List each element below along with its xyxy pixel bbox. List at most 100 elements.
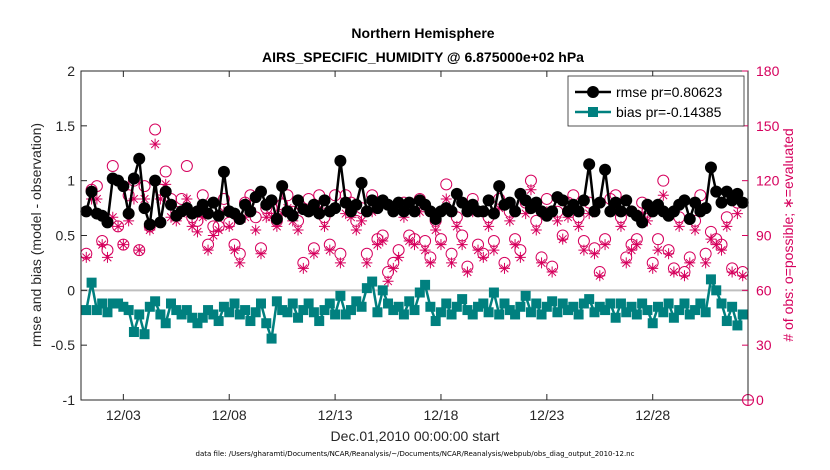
evaluated-obs-point — [403, 235, 415, 247]
bias-point — [483, 307, 494, 318]
rmse-point — [329, 202, 342, 215]
bias-point — [409, 305, 420, 316]
bias-point — [308, 307, 319, 318]
possible-obs-point — [217, 192, 230, 205]
rmse-point — [233, 213, 246, 226]
bias-point — [187, 312, 198, 323]
rmse-point — [736, 196, 749, 209]
legend-box — [567, 75, 745, 127]
bias-point — [578, 298, 589, 309]
bias-point — [494, 309, 505, 320]
rmse-point — [159, 185, 172, 198]
rmse-point — [683, 213, 696, 226]
bias-point — [700, 307, 711, 318]
bias-point — [594, 301, 605, 312]
evaluated-obs-point — [297, 262, 309, 274]
bias-point — [128, 327, 139, 338]
bias-point — [314, 316, 325, 327]
y2-tick-label: 30 — [756, 337, 772, 353]
bias-point — [282, 307, 293, 318]
bias-point — [86, 277, 97, 288]
bias-point — [165, 298, 176, 309]
rmse-point — [355, 176, 368, 189]
possible-obs-point — [652, 233, 665, 246]
bias-point — [107, 298, 118, 309]
bias-point — [605, 298, 616, 309]
bias-point — [441, 298, 452, 309]
evaluated-obs-point — [334, 257, 346, 269]
evaluated-obs-point — [726, 266, 738, 278]
x-tick-label: 12/08 — [212, 407, 247, 423]
rmse-point — [154, 216, 167, 229]
bias-point — [160, 318, 171, 329]
evaluated-obs-point — [731, 208, 743, 220]
evaluated-obs-point — [186, 220, 198, 232]
evaluated-obs-point — [705, 233, 717, 245]
bias-point — [414, 287, 425, 298]
bias-point — [430, 316, 441, 327]
bias-point — [721, 316, 732, 327]
bias-point — [113, 298, 124, 309]
bias-point — [473, 301, 484, 312]
bias-point — [520, 290, 531, 301]
rmse-point — [509, 205, 522, 218]
bias-point — [102, 307, 113, 318]
bias-point — [573, 309, 584, 320]
rmse-point — [731, 187, 744, 200]
bias-point — [345, 305, 356, 316]
x-tick-label: 12/03 — [106, 407, 141, 423]
evaluated-obs-point — [234, 257, 246, 269]
rmse-point — [546, 205, 559, 218]
bias-point — [176, 309, 187, 320]
bias-point — [398, 309, 409, 320]
bias-point — [467, 309, 478, 320]
rmse-point — [604, 205, 617, 218]
rmse-point — [636, 216, 649, 229]
evaluated-obs-point — [573, 220, 585, 232]
possible-obs-point — [106, 160, 119, 173]
legend: rmse pr=0.80623 bias pr=-0.14385 — [567, 75, 745, 127]
x-tick-label: 12/28 — [635, 407, 670, 423]
y-tick-label: 0 — [67, 282, 75, 298]
y2-tick-label: 120 — [756, 173, 780, 189]
bias-point — [367, 276, 378, 287]
rmse-point — [572, 205, 585, 218]
rmse-point — [710, 185, 723, 198]
evaluated-obs-point — [202, 244, 214, 256]
rmse-point — [614, 205, 627, 218]
bias-point — [372, 307, 383, 318]
evaluated-obs-point — [112, 220, 124, 232]
bias-point — [504, 305, 515, 316]
x-axis-label: Dec.01,2010 00:00:00 start — [331, 428, 500, 444]
bias-point — [552, 307, 563, 318]
evaluated-obs-point — [615, 220, 627, 232]
bias-point — [255, 298, 266, 309]
bias-point — [118, 301, 129, 312]
bias-point — [91, 305, 102, 316]
rmse-point — [620, 194, 633, 207]
possible-obs-point — [159, 165, 172, 178]
evaluated-obs-point — [324, 244, 336, 256]
rmse-point — [493, 180, 506, 193]
y-tick-label: -1 — [63, 392, 76, 408]
bias-point — [626, 301, 637, 312]
y2-tick-label: 90 — [756, 228, 772, 244]
evaluated-obs-point — [96, 239, 108, 251]
rmse-point — [202, 207, 215, 220]
bias-point — [674, 305, 685, 316]
evaluated-obs-point — [292, 224, 304, 236]
rmse-point — [403, 196, 416, 209]
bias-point — [451, 301, 462, 312]
rmse-point — [127, 172, 140, 185]
bias-point — [610, 312, 621, 323]
bias-point — [631, 309, 642, 320]
rmse-point — [101, 216, 114, 229]
evaluated-obs-point — [504, 215, 516, 227]
bias-point — [335, 290, 346, 301]
bias-point — [155, 309, 166, 320]
data-file-footer: data file: /Users/gharamti/Documents/NCA… — [195, 450, 635, 458]
evaluated-obs-point — [377, 235, 389, 247]
evaluated-obs-point — [361, 257, 373, 269]
legend-rmse-label: rmse pr=0.80623 — [616, 84, 722, 100]
bias-point — [653, 301, 664, 312]
